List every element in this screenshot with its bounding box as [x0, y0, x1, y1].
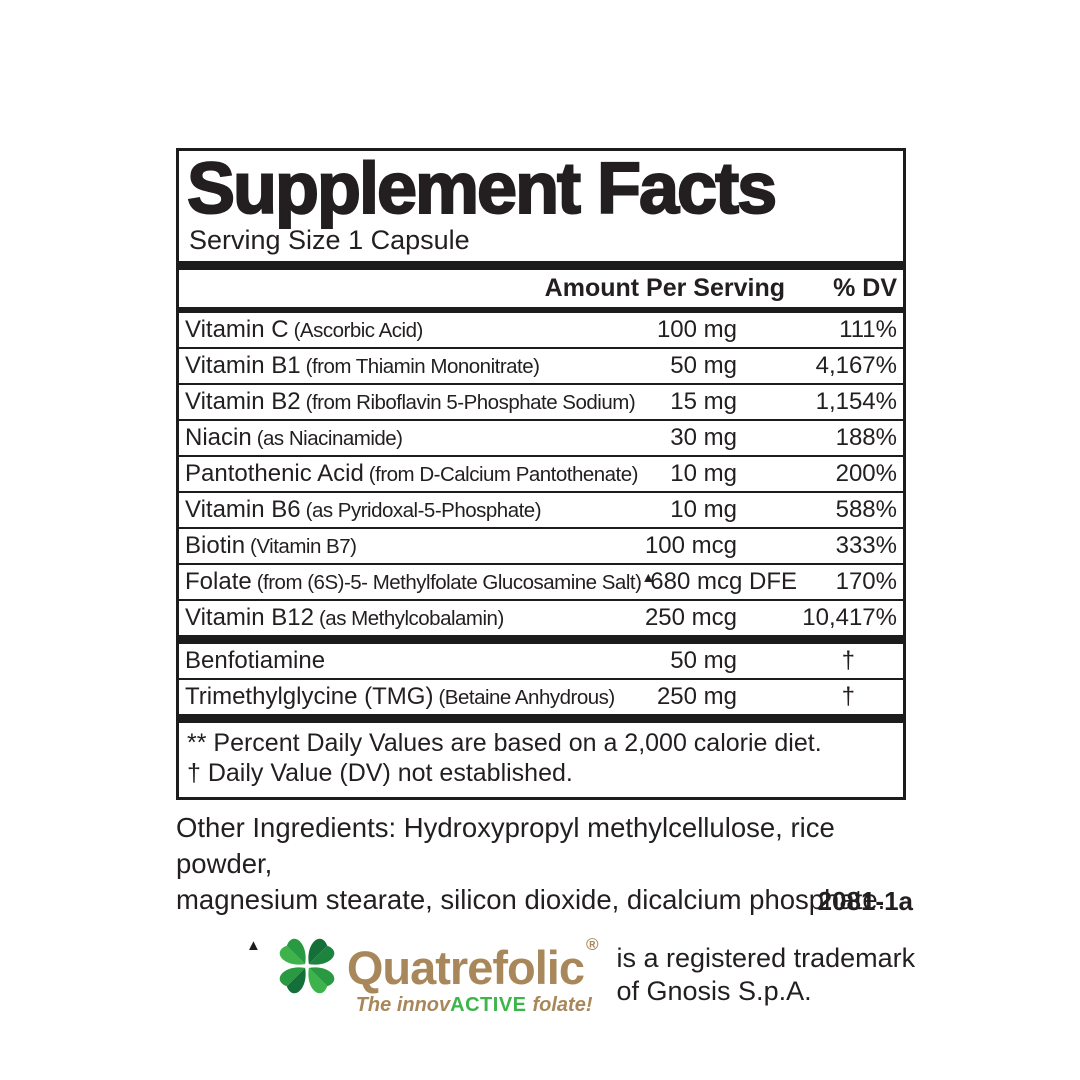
nutrient-dv: 188%	[835, 424, 897, 451]
table-row: Vitamin C (Ascorbic Acid) 100 mg 111%	[179, 313, 903, 349]
tagline-pre: The innov	[355, 994, 451, 1016]
table-row: Folate (from (6S)-5- Methylfolate Glucosa…	[179, 565, 903, 601]
nutrient-name: Benfotiamine	[185, 647, 326, 674]
tagline-active: ACTIVE	[450, 994, 527, 1016]
nutrient-amount: 50 mg	[670, 352, 737, 379]
serving-size: Serving Size 1 Capsule	[189, 225, 470, 255]
header-percent-dv: % DV	[833, 274, 897, 302]
tagline-post: folate!	[532, 994, 593, 1016]
quatrefolic-trademark-block: ▲	[246, 928, 915, 1017]
nutrient-name: Niacin (as Niacinamide)	[185, 424, 403, 451]
trademark-note-line2: of Gnosis S.p.A.	[616, 976, 812, 1006]
divider-thick	[179, 714, 903, 723]
supplement-facts-title: Supplement Facts	[186, 149, 778, 229]
nutrient-name: Vitamin B12 (as Methylcobalamin)	[185, 604, 504, 631]
clover-icon	[279, 938, 334, 994]
table-row: Vitamin B1 (from Thiamin Mononitrate) 50 …	[179, 349, 903, 385]
nutrient-dv: 10,417%	[802, 604, 897, 631]
table-row: Vitamin B12 (as Methylcobalamin) 250 mcg …	[179, 601, 903, 635]
divider-medium	[179, 307, 903, 313]
folate-marker-triangle: ▲	[246, 937, 261, 954]
nutrient-amount: 30 mg	[670, 424, 737, 451]
divider-thick	[179, 635, 903, 644]
table-row: Benfotiamine 50 mg †	[179, 644, 903, 680]
nutrient-amount: 50 mg	[670, 647, 737, 674]
nutrient-dv: 111%	[839, 316, 897, 343]
footnotes: ** Percent Daily Values are based on a 2…	[179, 723, 903, 788]
nutrient-name: Pantothenic Acid (from D-Calcium Pantothe…	[185, 460, 638, 487]
header-amount-per-serving: Amount Per Serving	[544, 274, 785, 302]
table-row: Trimethylglycine (TMG) (Betaine Anhydrous…	[179, 680, 903, 714]
footnote-dv-not-established: † Daily Value (DV) not established.	[187, 759, 573, 787]
divider-thick	[179, 261, 903, 270]
nutrient-dv: 170%	[835, 568, 897, 595]
nutrient-amount: 680 mcg DFE	[650, 568, 797, 595]
trademark-note-line1: is a registered trademark	[616, 943, 916, 973]
nutrient-amount: 100 mg	[656, 316, 737, 343]
nutrient-dv: 333%	[835, 532, 897, 559]
nutrient-dv: †	[841, 683, 855, 710]
nutrient-amount: 250 mcg	[644, 604, 737, 631]
table-row: Vitamin B2 (from Riboflavin 5-Phosphate S…	[179, 385, 903, 421]
nutrient-name: Vitamin C (Ascorbic Acid)	[185, 316, 423, 343]
nutrient-dv: 1,154%	[815, 388, 897, 415]
nutrient-dv: 4,167%	[815, 352, 897, 379]
nutrient-dv: 588%	[835, 496, 897, 523]
table-row: Pantothenic Acid (from D-Calcium Pantothe…	[179, 457, 903, 493]
quatrefolic-wordmark: Quatrefolic	[346, 941, 585, 994]
table-row: Vitamin B6 (as Pyridoxal-5-Phosphate) 10 …	[179, 493, 903, 529]
nutrient-name: Vitamin B6 (as Pyridoxal-5-Phosphate)	[185, 496, 542, 523]
table-header-row: Amount Per Serving % DV	[179, 270, 903, 307]
nutrient-amount: 15 mg	[670, 388, 737, 415]
nutrient-amount: 10 mg	[670, 496, 737, 523]
nutrient-name: Vitamin B1 (from Thiamin Mononitrate)	[185, 352, 540, 379]
nutrient-name: Biotin (Vitamin B7)	[185, 532, 357, 559]
supplement-facts-panel: Supplement Facts Serving Size 1 Capsule …	[176, 148, 906, 800]
nutrient-dv: †	[841, 647, 855, 674]
nutrient-amount: 250 mg	[656, 683, 737, 710]
trademark-note: is a registered trademark of Gnosis S.p.…	[617, 928, 916, 1008]
table-row: Biotin (Vitamin B7) 100 mcg 333%	[179, 529, 903, 565]
nutrient-name: Folate (from (6S)-5- Methylfolate Glucosa…	[185, 568, 656, 595]
registered-mark-icon: ®	[585, 935, 599, 954]
nutrient-amount: 100 mcg	[644, 532, 737, 559]
brand-line: Quatrefolic ®	[347, 928, 599, 991]
nutrient-dv: 200%	[835, 460, 897, 487]
table-row: Niacin (as Niacinamide) 30 mg 188%	[179, 421, 903, 457]
brand-wordmark-column: Quatrefolic ® The innovACTIVE folate!	[347, 928, 599, 1017]
nutrient-amount: 10 mg	[670, 460, 737, 487]
nutrient-rows: Vitamin C (Ascorbic Acid) 100 mg 111% Vit…	[179, 313, 903, 635]
other-ingredients: Other Ingredients: Hydroxypropyl methylc…	[176, 812, 886, 915]
lot-code: 2081-1a	[817, 886, 913, 916]
footnote-daily-values: ** Percent Daily Values are based on a 2…	[187, 729, 822, 757]
brand-tagline: The innovACTIVE folate!	[347, 994, 599, 1017]
nutrient-name: Vitamin B2 (from Riboflavin 5-Phosphate S…	[185, 388, 636, 415]
nutrient-name: Trimethylglycine (TMG) (Betaine Anhydrous…	[185, 683, 615, 710]
folate-marker-triangle: ▲	[641, 569, 656, 585]
other-compound-rows: Benfotiamine 50 mg † Trimethylglycine (T…	[179, 644, 903, 714]
